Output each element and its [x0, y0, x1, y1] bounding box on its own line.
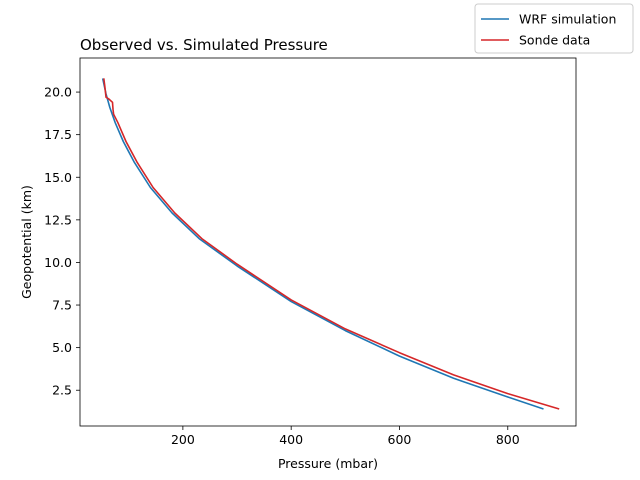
y-tick-label: 17.5: [44, 127, 72, 142]
series-line-2: [103, 78, 560, 410]
x-tick-label: 800: [496, 432, 520, 447]
legend-box: [474, 3, 634, 54]
x-tick-label: 200: [171, 432, 195, 447]
y-tick-label: 15.0: [44, 170, 72, 185]
legend-entry: Sonde data: [519, 33, 590, 48]
series-line-1: [101, 78, 544, 410]
y-axis-label: Geopotential (km): [19, 185, 34, 299]
y-tick-label: 5.0: [52, 340, 72, 355]
legend-entry: WRF simulation: [519, 12, 616, 27]
chart-title: Observed vs. Simulated Pressure: [80, 36, 328, 54]
y-tick-label: 7.5: [52, 298, 72, 313]
x-axis-ticks: 200 400 600 800: [171, 426, 520, 447]
y-tick-label: 12.5: [44, 212, 72, 227]
y-tick-label: 10.0: [44, 255, 72, 270]
series-layer: [101, 78, 560, 410]
x-tick-label: 600: [388, 432, 412, 447]
y-tick-label: 2.5: [52, 383, 72, 398]
x-axis-label: Pressure (mbar): [278, 456, 378, 471]
plot-frame: [79, 57, 577, 427]
y-tick-label: 20.0: [44, 85, 72, 100]
legend: WRF simulation Sonde data: [474, 3, 634, 54]
x-tick-label: 400: [279, 432, 303, 447]
y-axis-ticks: 2.5 5.0 7.5 10.0 12.5 15.0 17.5 20.0: [44, 85, 80, 398]
